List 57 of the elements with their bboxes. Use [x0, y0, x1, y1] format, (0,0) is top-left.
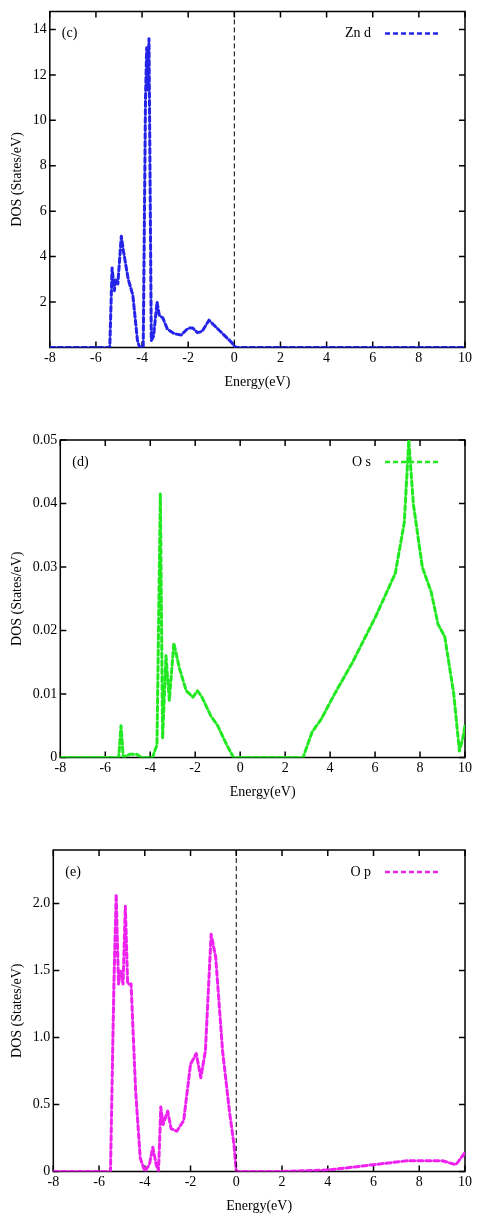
x-tick-label: 0: [230, 350, 238, 366]
y-tick-label: 2: [39, 293, 47, 309]
y-tick-label: 6: [39, 202, 47, 218]
y-tick-label: 0.02: [32, 622, 58, 638]
x-tick-label: 4: [323, 350, 331, 366]
x-axis-title: Energy(eV): [229, 784, 296, 801]
x-tick-label: -6: [90, 350, 102, 366]
x-tick-label: -8: [43, 350, 56, 366]
x-tick-label: 2: [276, 350, 284, 366]
x-tick-label: -4: [138, 1174, 151, 1190]
y-tick-label: 0.5: [32, 1096, 51, 1112]
x-axis-title: Energy(eV): [226, 1198, 293, 1215]
annotation: (d): [72, 453, 89, 470]
y-axis-title: DOS (States/eV): [9, 963, 26, 1058]
y-tick-label: 12: [32, 66, 47, 82]
annotation: (c): [61, 25, 78, 42]
y-tick-label: 8: [39, 157, 47, 173]
legend-label: Zn d: [344, 25, 371, 41]
y-tick-label: 10: [32, 112, 47, 128]
legend-label: O p: [350, 863, 371, 879]
x-tick-label: 8: [416, 760, 424, 776]
x-tick-label: 8: [415, 350, 423, 366]
x-tick-label: 4: [324, 1174, 332, 1190]
x-tick-label: 8: [415, 1174, 423, 1190]
y-tick-label: 0.04: [32, 495, 58, 511]
y-tick-label: 0.01: [32, 685, 58, 701]
y-tick-label: 4: [39, 248, 47, 264]
y-tick-label: 1.5: [32, 962, 51, 978]
x-tick-label: -2: [182, 350, 195, 366]
y-tick-label: 14: [32, 21, 47, 37]
x-tick-label: 0: [232, 1174, 240, 1190]
x-tick-label: 4: [326, 760, 334, 776]
y-tick-label: 2.0: [32, 895, 51, 911]
x-tick-label: -4: [144, 760, 157, 776]
y-axis-title: DOS (States/eV): [9, 131, 26, 227]
x-tick-label: 6: [370, 1174, 378, 1190]
x-tick-label: 0: [236, 760, 244, 776]
x-tick-label: 6: [369, 350, 377, 366]
x-tick-label: 10: [458, 760, 472, 776]
x-tick-label: -2: [189, 760, 202, 776]
y-tick-label: 0.03: [32, 558, 58, 574]
x-tick-label: 10: [458, 1174, 472, 1190]
x-tick-label: 2: [278, 1174, 286, 1190]
annotation: (e): [65, 863, 82, 880]
legend-label: O s: [351, 453, 371, 469]
x-tick-label: 6: [371, 760, 379, 776]
y-tick-label: 1.0: [32, 1029, 51, 1045]
x-tick-label: -2: [184, 1174, 197, 1190]
x-tick-label: 10: [458, 350, 472, 366]
x-tick-label: -4: [136, 350, 148, 366]
x-axis-title: Energy(eV): [224, 374, 291, 391]
x-tick-label: 2: [281, 760, 289, 776]
line-series: [60, 440, 465, 758]
y-tick-label: 0.05: [32, 431, 58, 447]
x-tick-label: -6: [93, 1174, 105, 1190]
y-axis-title: DOS (States/eV): [9, 551, 26, 646]
x-tick-label: -6: [99, 760, 112, 776]
